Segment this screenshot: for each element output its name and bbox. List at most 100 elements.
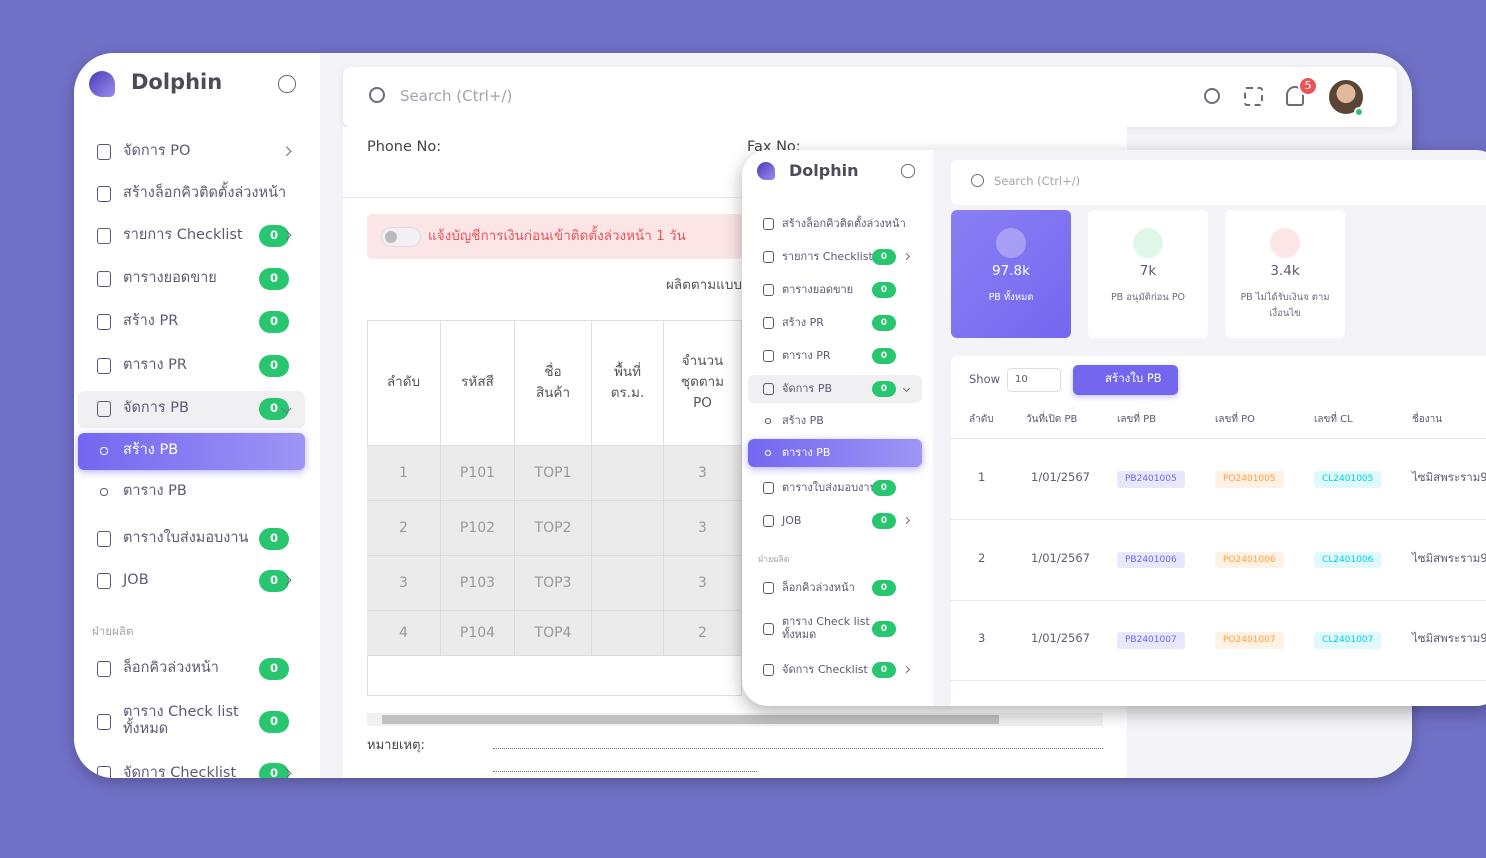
- menu-label[interactable]: ตาราง PB: [123, 482, 187, 499]
- menu-label[interactable]: ล็อกคิวล่วงหน้า: [123, 659, 219, 676]
- stat-icon: [1133, 228, 1163, 258]
- menu-label[interactable]: สร้าง PB: [123, 441, 179, 458]
- badge: 0: [258, 268, 290, 290]
- table-cell: CL2401007: [1314, 632, 1382, 649]
- menu-label[interactable]: ตาราง Check list ทั้งหมด: [782, 615, 870, 642]
- table-header: ลำดับ: [969, 414, 994, 425]
- stat-label: PB ไม่ได้รับเงินจ ตามเงื่อนไข: [1240, 292, 1330, 319]
- menu-icon: [96, 766, 112, 778]
- table-cell: CL2401006: [1314, 551, 1382, 569]
- menu-icon: [762, 250, 774, 264]
- badge: 0: [258, 570, 290, 592]
- menu-icon: [762, 283, 774, 297]
- top-bar: [951, 160, 1486, 205]
- show-label: Show: [969, 372, 1001, 386]
- brand: Dolphin: [131, 70, 223, 95]
- menu-label[interactable]: ตาราง PR: [782, 348, 831, 362]
- table-cell: 4: [367, 611, 441, 656]
- remark-label: หมายเหตุ:: [367, 738, 425, 753]
- badge: 0: [872, 620, 896, 638]
- menu-icon: [762, 349, 774, 363]
- menu-label[interactable]: จัดการ Checklist: [123, 764, 237, 778]
- stat-label: PB อนุมัติก่อน PO: [1110, 292, 1186, 303]
- stat-icon: [1270, 228, 1300, 258]
- menu-icon: [96, 271, 112, 287]
- collapse-toggle[interactable]: [901, 164, 915, 178]
- stat-value: 97.8k: [992, 263, 1030, 279]
- menu-label[interactable]: จัดการ PO: [123, 142, 191, 159]
- menu-icon: [96, 661, 112, 677]
- header-line: [951, 438, 1486, 439]
- bullet: [765, 450, 771, 456]
- alert: [367, 214, 743, 259]
- table-card: [951, 356, 1486, 706]
- menu-label[interactable]: จัดการ PB: [123, 399, 189, 416]
- table-header: ชื่องาน: [1412, 414, 1443, 425]
- search-input[interactable]: Search (Ctrl+/): [994, 174, 1081, 188]
- menu-label[interactable]: ล็อกคิวล่วงหน้า: [782, 580, 855, 594]
- menu-icon: [96, 358, 112, 374]
- menu-label[interactable]: สร้างล็อกคิวติดตั้งล่วงหน้า: [782, 216, 906, 230]
- bell[interactable]: [1286, 86, 1304, 106]
- menu-label[interactable]: ตาราง PB: [782, 445, 831, 459]
- table-cell: 1: [978, 470, 986, 484]
- badge: 0: [258, 528, 290, 550]
- status-dot: [1354, 107, 1364, 117]
- menu-label[interactable]: ตารางใบส่งมอบงาน: [123, 529, 249, 546]
- bullet: [100, 447, 108, 455]
- table-cell: 3: [664, 501, 742, 556]
- menu-label[interactable]: สร้าง PB: [782, 413, 824, 427]
- table-cell: P102: [441, 501, 515, 556]
- menu-label[interactable]: ตาราง Check list ทั้งหมด: [123, 703, 239, 738]
- menu-label[interactable]: ตาราง PR: [123, 356, 187, 373]
- menu-icon: [762, 382, 774, 396]
- search-input[interactable]: Search (Ctrl+/): [400, 87, 513, 105]
- search-icon: [369, 87, 385, 103]
- menu-icon: [762, 514, 774, 528]
- sidebar: [742, 150, 933, 706]
- menu-label[interactable]: JOB: [782, 513, 802, 527]
- badge: 0: [258, 658, 290, 680]
- table-cell: ไซมิสพระราม9: [1412, 550, 1486, 565]
- logo: [89, 71, 115, 97]
- table-cell: PO2401005: [1215, 471, 1284, 488]
- menu-label[interactable]: ตารางใบส่งมอบงาน: [782, 480, 878, 494]
- stat-icon: [996, 228, 1026, 258]
- menu-icon: [96, 314, 112, 330]
- scroll-thumb: [382, 715, 999, 724]
- table-cell: [592, 501, 664, 556]
- row-line: [951, 680, 1486, 681]
- table-cell: 1/01/2567: [1031, 550, 1090, 565]
- menu-label[interactable]: สร้าง PR: [123, 312, 179, 329]
- section-title: ฝ่ายผลิต: [758, 554, 790, 565]
- alert-text: แจ้งบัญชีการเงินก่อนเข้าติดตั้งล่วงหน้า …: [428, 228, 686, 244]
- brand: Dolphin: [789, 160, 859, 180]
- apps[interactable]: [1244, 87, 1263, 106]
- table-cell: PB2401006: [1117, 551, 1185, 569]
- divider: [343, 197, 1127, 198]
- menu-label[interactable]: รายการ Checklist: [782, 249, 873, 263]
- theme-toggle[interactable]: [1204, 88, 1220, 104]
- menu-label[interactable]: จัดการ PB: [782, 381, 833, 395]
- menu-label[interactable]: จัดการ Checklist: [782, 662, 868, 676]
- table-cell: ไซมิสพระราม9: [1412, 631, 1486, 645]
- table-cell: 1/01/2567: [1031, 631, 1090, 645]
- table-header: เลขที่ PB: [1117, 414, 1157, 425]
- table-cell: 3: [367, 556, 441, 611]
- table-cell: TOP1: [515, 446, 592, 501]
- menu-label[interactable]: ตารางยอดขาย: [123, 269, 217, 286]
- menu-label[interactable]: JOB: [123, 571, 149, 588]
- table-cell: 1: [367, 446, 441, 501]
- table-cell: [592, 446, 664, 501]
- menu-label[interactable]: ตารางยอดขาย: [782, 282, 854, 296]
- create-button[interactable]: สร้างใบ PB: [1073, 365, 1178, 395]
- menu-label[interactable]: สร้างล็อกคิวติดตั้งล่วงหน้า: [123, 184, 287, 201]
- menu-label[interactable]: สร้าง PR: [782, 315, 824, 329]
- menu-label[interactable]: รายการ Checklist: [123, 226, 243, 243]
- page-size[interactable]: 10: [1007, 368, 1061, 392]
- badge: 0: [258, 398, 290, 420]
- menu-icon: [96, 573, 112, 589]
- collapse-toggle[interactable]: [278, 75, 296, 93]
- stat-value: 7k: [1139, 263, 1157, 279]
- menu-icon: [762, 316, 774, 330]
